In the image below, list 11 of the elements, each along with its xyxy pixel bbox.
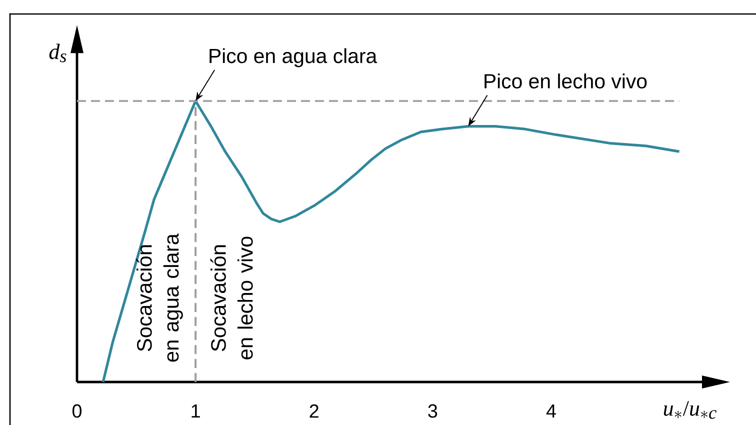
y-axis-title: $d_s$ bbox=[49, 44, 66, 62]
annotation: Socavación en agua clara bbox=[136, 233, 183, 362]
x-tick-label: 4 bbox=[546, 404, 556, 418]
x-tick-label: 3 bbox=[428, 404, 438, 418]
x-tick-label: 1 bbox=[192, 404, 200, 418]
x-tick-label: 0 bbox=[72, 404, 82, 418]
annotation: Socavación en lecho vivo bbox=[210, 236, 253, 360]
annotation: Pico en lecho vivo bbox=[484, 73, 647, 88]
x-tick-label: 2 bbox=[310, 404, 318, 418]
annotation: Pico en agua clara bbox=[210, 48, 378, 68]
x-axis-title: $u_*/u_{*c}$ bbox=[664, 401, 716, 419]
